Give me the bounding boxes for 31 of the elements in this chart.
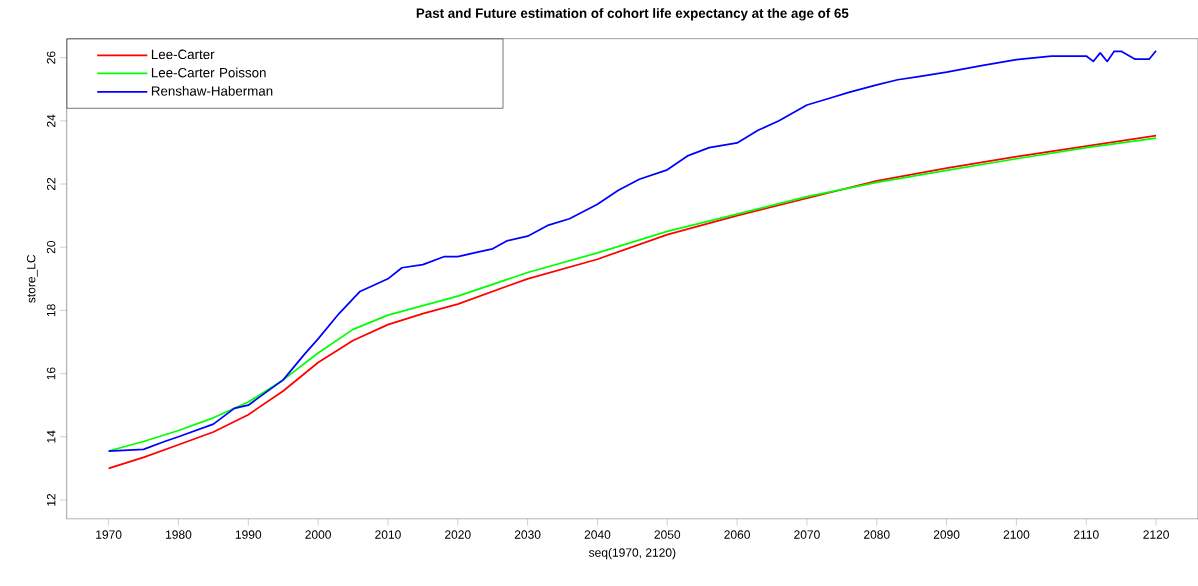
- x-tick-label: 2040: [584, 530, 611, 539]
- x-tick-label: 2110: [1073, 530, 1099, 539]
- y-tick-label: 26: [46, 51, 56, 64]
- y-tick-label: 12: [46, 494, 56, 506]
- x-tick-label: 2020: [445, 530, 471, 539]
- x-tick-label: 2060: [724, 530, 750, 539]
- x-tick-label: 1970: [96, 530, 122, 539]
- y-tick-label: 24: [46, 114, 56, 128]
- x-tick-label: 2100: [1003, 530, 1030, 539]
- x-tick-label: 2080: [864, 530, 890, 539]
- y-tick-label: 14: [47, 430, 56, 443]
- y-axis-title: store_LC: [26, 255, 38, 304]
- x-tick-label: 2120: [1143, 530, 1169, 539]
- legend-label: Renshaw-Haberman: [151, 86, 273, 96]
- y-tick-label: 16: [46, 367, 56, 380]
- y-tick-label: 22: [46, 178, 56, 191]
- x-tick-label: 2090: [933, 530, 960, 539]
- chart-title: Past and Future estimation of cohort life expectancy at the age of 65: [416, 8, 849, 21]
- legend-label: Lee-Carter Poisson: [151, 67, 266, 78]
- y-tick-label: 20: [46, 241, 56, 254]
- x-tick-label: 1990: [235, 530, 262, 539]
- x-tick-label: 2010: [375, 530, 401, 539]
- legend-label: Lee-Carter: [151, 49, 215, 60]
- y-tick-label: 18: [46, 304, 56, 317]
- x-axis-title: seq(1970, 2120): [588, 548, 676, 560]
- x-tick-label: 2000: [305, 530, 331, 539]
- x-tick-label: 1980: [166, 530, 192, 539]
- x-tick-label: 2050: [654, 530, 681, 539]
- line-series: [107, 49, 1157, 453]
- x-tick-label: 2070: [794, 530, 820, 539]
- x-tick-label: 2030: [514, 530, 541, 539]
